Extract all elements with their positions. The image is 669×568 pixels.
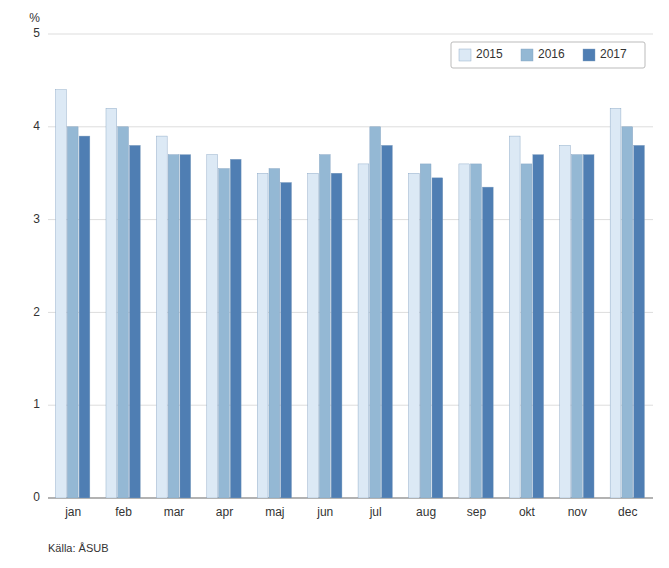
bars [56,90,645,498]
bar [622,127,633,498]
legend-swatch [459,49,471,61]
bar [420,164,431,498]
y-axis-label: % [29,11,40,25]
x-tick-label: mar [164,505,185,519]
legend-box [451,42,645,68]
bar [521,164,532,498]
bar [130,145,141,498]
legend-swatch [521,49,533,61]
legend-label: 2016 [538,47,565,61]
x-tick-label: maj [265,505,284,519]
x-tick-label: apr [216,505,233,519]
bar [219,169,230,498]
legend: 2015 2016 2017 [451,42,645,68]
bar [331,173,342,498]
source-note: Källa: ÅSUB [48,542,109,554]
bar [319,155,330,498]
bar [634,145,645,498]
x-tick-label: okt [519,505,536,519]
bar [281,182,292,498]
bar [168,155,179,498]
y-tick-label: 5 [33,26,40,40]
y-tick-label: 4 [33,119,40,133]
y-tick-label: 3 [33,212,40,226]
bar [560,145,571,498]
bar [230,159,241,498]
bar [382,145,393,498]
bar [257,173,268,498]
x-tick-label: nov [568,505,587,519]
x-tick-label: jun [316,505,333,519]
bar [583,155,594,498]
x-tick-label: feb [115,505,132,519]
y-tick-label: 1 [33,397,40,411]
grid-line [48,126,653,127]
bar [571,155,582,498]
bar [118,127,129,498]
bar [482,187,493,498]
x-tick-label: aug [416,505,436,519]
x-tick-label: sep [467,505,487,519]
y-tick-label: 2 [33,305,40,319]
grid [48,34,653,498]
bar [408,173,419,498]
bar [79,136,90,498]
bar [533,155,544,498]
bar [370,127,381,498]
bar [509,136,520,498]
bar [269,169,280,498]
y-tick-label: 0 [33,490,40,504]
bar [471,164,482,498]
grid-line [48,34,653,35]
x-tick-label: jan [64,505,81,519]
chart: 0 1 2 3 4 5% jan feb mar apr maj jun jul aug sep okt nov… [0,0,669,568]
legend-label: 2017 [600,47,627,61]
bar [432,178,443,498]
x-tick-label: jul [369,505,382,519]
bar [610,108,621,498]
legend-swatch [583,49,595,61]
legend-label: 2015 [476,47,503,61]
bar [358,164,369,498]
bar [207,155,218,498]
bar [56,90,67,498]
x-tick-label: dec [618,505,637,519]
bar [67,127,78,498]
bar [156,136,167,498]
bar [180,155,191,498]
bar [459,164,470,498]
bar [308,173,319,498]
bar [106,108,117,498]
